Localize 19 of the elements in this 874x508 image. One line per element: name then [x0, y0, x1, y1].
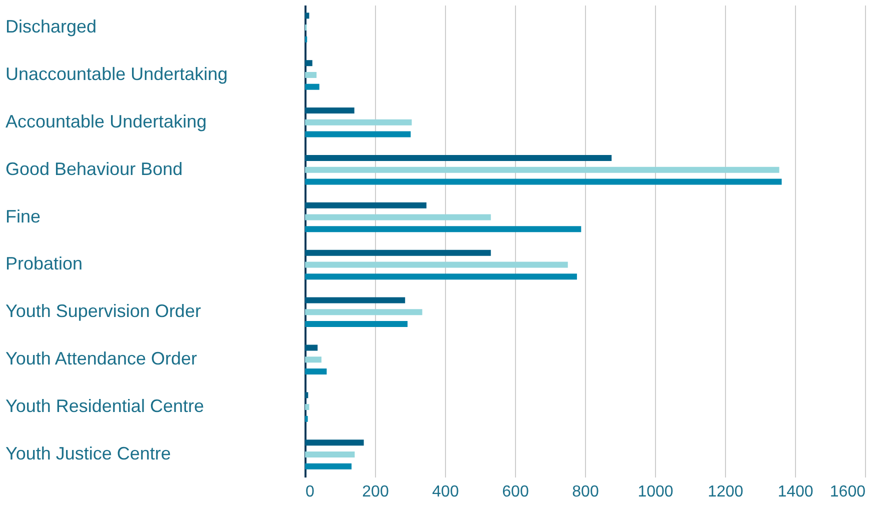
x-tick-label: 1200 [708, 484, 744, 500]
y-tick-label: Unaccountable Undertaking [6, 64, 228, 84]
y-tick-label: Fine [6, 206, 41, 226]
y-tick-label: Youth Residential Centre [6, 396, 204, 416]
x-tick-label: 800 [572, 484, 599, 500]
y-tick-label: Accountable Undertaking [6, 111, 207, 132]
y-tick-label: Discharged [6, 16, 97, 37]
x-tick-label: 600 [502, 484, 529, 500]
y-tick-label: Probation [6, 254, 83, 274]
y-tick-label: Youth Supervision Order [6, 301, 201, 322]
x-tick-label: 0 [306, 484, 314, 500]
x-tick-label: 1600 [830, 484, 866, 500]
x-tick-label: 1000 [638, 484, 674, 500]
y-tick-label: Youth Attendance Order [6, 348, 197, 369]
x-tick-label: 200 [362, 484, 389, 500]
y-tick-label: Good Behaviour Bond [6, 158, 183, 179]
y-tick-label: Youth Justice Centre [6, 443, 171, 464]
x-tick-label: 1400 [778, 484, 814, 500]
x-tick-label: 400 [432, 484, 459, 500]
